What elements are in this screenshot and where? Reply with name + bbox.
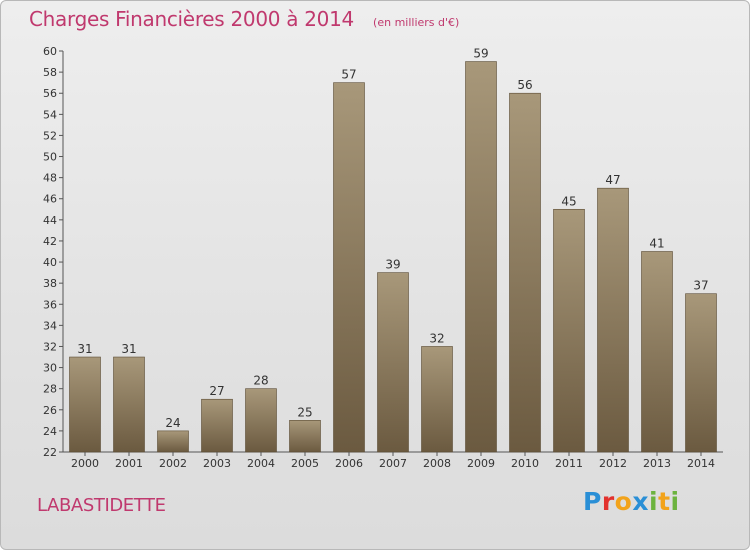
bar-value-label: 25	[297, 405, 312, 419]
logo-letter: x	[632, 487, 649, 516]
bar-value-label: 41	[649, 237, 664, 251]
bar	[69, 356, 101, 453]
x-tick-label: 2004	[247, 457, 275, 470]
y-tick-label: 50	[43, 151, 57, 164]
bar-value-label: 31	[121, 342, 136, 356]
unit-note: (en milliers d'€)	[373, 16, 460, 29]
bar-value-label: 37	[693, 279, 708, 293]
y-tick-label: 56	[43, 87, 57, 100]
place-name: LABASTIDETTE	[37, 495, 166, 516]
bar	[465, 61, 497, 453]
y-tick-label: 38	[43, 277, 57, 290]
bar	[553, 208, 585, 453]
x-tick-label: 2006	[335, 457, 363, 470]
bar-value-label: 56	[517, 78, 532, 92]
x-tick-label: 2003	[203, 457, 231, 470]
title-block: Charges Financières 2000 à 2014 (en mill…	[29, 7, 459, 31]
bar	[641, 251, 673, 453]
bar	[333, 82, 365, 453]
y-tick-label: 60	[43, 45, 57, 58]
y-tick-label: 48	[43, 172, 57, 185]
bar-value-label: 24	[165, 416, 180, 430]
x-tick-label: 2011	[555, 457, 583, 470]
bar-value-label: 45	[561, 194, 576, 208]
bar-value-label: 57	[341, 68, 356, 82]
bar-value-label: 32	[429, 331, 444, 345]
y-tick-label: 44	[43, 214, 57, 227]
x-tick-label: 2010	[511, 457, 539, 470]
x-tick-label: 2005	[291, 457, 319, 470]
bar	[113, 356, 145, 453]
x-tick-label: 2009	[467, 457, 495, 470]
bar	[377, 272, 409, 453]
logo-letter: o	[614, 487, 633, 516]
y-tick-label: 46	[43, 193, 57, 206]
bar	[597, 187, 629, 453]
logo-letter: P	[583, 487, 602, 516]
y-tick-label: 28	[43, 383, 57, 396]
logo-letter: i	[670, 487, 680, 516]
bar	[157, 430, 189, 453]
bar	[509, 92, 541, 453]
bar	[685, 293, 717, 453]
y-tick-label: 52	[43, 129, 57, 142]
bar	[201, 398, 233, 453]
y-tick-label: 54	[43, 108, 57, 121]
y-tick-label: 22	[43, 446, 57, 459]
bar-value-label: 59	[473, 47, 488, 61]
x-tick-label: 2007	[379, 457, 407, 470]
logo-letter: i	[649, 487, 659, 516]
x-tick-label: 2002	[159, 457, 187, 470]
y-tick-label: 34	[43, 319, 57, 332]
bar-value-label: 47	[605, 173, 620, 187]
x-tick-label: 2013	[643, 457, 671, 470]
y-tick-label: 24	[43, 425, 57, 438]
bar	[245, 388, 277, 453]
x-tick-label: 2008	[423, 457, 451, 470]
logo-letter: t	[658, 487, 671, 516]
bar-value-label: 28	[253, 374, 268, 388]
logo-letter: r	[601, 487, 615, 516]
y-tick-label: 26	[43, 404, 57, 417]
x-tick-label: 2001	[115, 457, 143, 470]
y-tick-label: 32	[43, 340, 57, 353]
x-tick-label: 2012	[599, 457, 627, 470]
y-tick-label: 30	[43, 362, 57, 375]
bar	[289, 420, 321, 453]
x-tick-label: 2014	[687, 457, 715, 470]
bar-value-label: 39	[385, 258, 400, 272]
bar	[421, 346, 453, 453]
y-tick-label: 58	[43, 66, 57, 79]
bar-value-label: 27	[209, 384, 224, 398]
chart-title: Charges Financières 2000 à 2014	[29, 7, 354, 31]
proxiti-logo: Proxiti	[583, 487, 680, 516]
y-tick-label: 36	[43, 298, 57, 311]
bar-value-label: 31	[77, 342, 92, 356]
y-tick-label: 42	[43, 235, 57, 248]
y-tick-label: 40	[43, 256, 57, 269]
x-tick-label: 2000	[71, 457, 99, 470]
